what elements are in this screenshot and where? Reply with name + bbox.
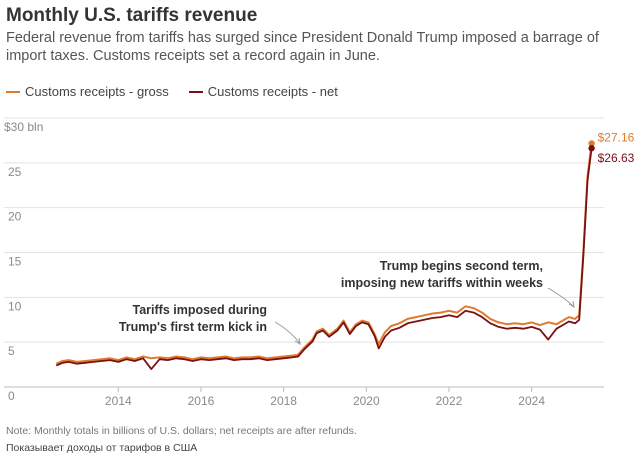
annotation-arrow <box>274 321 301 345</box>
chart-note: Note: Monthly totals in billions of U.S.… <box>6 425 357 437</box>
annotation-text: Trump's first term kick in <box>119 320 267 334</box>
chart-title: Monthly U.S. tariffs revenue <box>6 5 258 26</box>
annotation-arrowhead <box>294 337 301 345</box>
legend-label-net: Customs receipts - net <box>207 84 338 99</box>
legend-item-net: Customs receipts - net <box>188 84 338 99</box>
annotation-text: Trump begins second term, <box>380 259 543 273</box>
y-tick-label: 0 <box>8 389 15 403</box>
x-tick-label: 2024 <box>518 394 545 408</box>
y-tick-label: 10 <box>8 299 22 313</box>
legend: Customs receipts - gross Customs receipt… <box>6 84 358 99</box>
gross-end-point <box>588 140 595 147</box>
annotation-text: Tariffs imposed during <box>133 303 268 317</box>
net-end-point <box>588 145 595 152</box>
x-tick-label: 2016 <box>188 394 215 408</box>
chart-subtitle: Federal revenue from tariffs has surged … <box>6 30 599 64</box>
x-tick-label: 2022 <box>436 394 463 408</box>
net-series-line <box>55 148 593 370</box>
annotation-arrowhead <box>568 300 575 308</box>
gross-series-line <box>55 143 593 365</box>
y-tick-label: 5 <box>8 344 15 358</box>
x-tick-label: 2018 <box>270 394 297 408</box>
legend-label-gross: Customs receipts - gross <box>25 84 169 99</box>
chart-caption: Показывает доходы от тарифов в США <box>6 442 198 454</box>
net-end-label: $26.63 <box>598 151 635 165</box>
legend-swatch-net <box>188 90 203 93</box>
annotation-text: imposing new tariffs within weeks <box>341 276 543 290</box>
gross-end-label: $27.16 <box>598 130 635 144</box>
y-tick-label: 25 <box>8 165 22 179</box>
y-tick-label: $30 bln <box>4 120 43 134</box>
y-tick-label: 15 <box>8 255 22 269</box>
tariffs-line-chart: 0 5 10 15 20 25 $30 bln 2014 2016 2018 2020 2022 202… <box>4 117 635 408</box>
x-tick-label: 2020 <box>353 394 380 408</box>
y-tick-label: 20 <box>8 210 22 224</box>
x-tick-label: 2014 <box>105 394 132 408</box>
legend-item-gross: Customs receipts - gross <box>6 84 169 99</box>
legend-swatch-gross <box>6 90 20 93</box>
